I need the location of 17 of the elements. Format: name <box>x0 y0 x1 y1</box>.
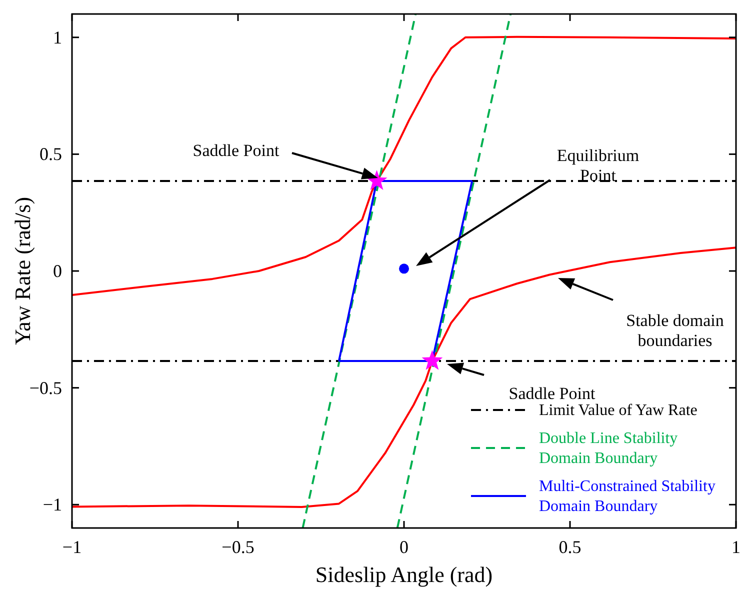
legend-label: Double Line Stability Domain Boundary <box>539 430 678 467</box>
y-tick-label: 1 <box>53 27 62 48</box>
y-tick-label: 0 <box>53 261 62 281</box>
legend-label: Limit Value of Yaw Rate <box>539 402 698 419</box>
y-tick-label: 0.5 <box>40 144 62 164</box>
x-tick-label: 0.5 <box>558 537 582 557</box>
x-tick-label: 1 <box>732 537 740 557</box>
annotation: Saddle Point <box>508 384 596 403</box>
x-tick-label: −0.5 <box>222 537 254 557</box>
y-axis-title: Yaw Rate (rad/s) <box>10 196 35 346</box>
annotation: Saddle Point <box>192 141 280 160</box>
x-tick-label: 0 <box>400 537 408 557</box>
legend-label: Multi-Constrained Stability Domain Boundary <box>539 478 716 515</box>
y-tick-label: −0.5 <box>29 378 62 398</box>
annotation: Stable domain boundaries <box>626 311 724 350</box>
y-tick-label: −1 <box>42 494 62 515</box>
x-axis-title: Sideslip Angle (rad) <box>315 562 493 587</box>
